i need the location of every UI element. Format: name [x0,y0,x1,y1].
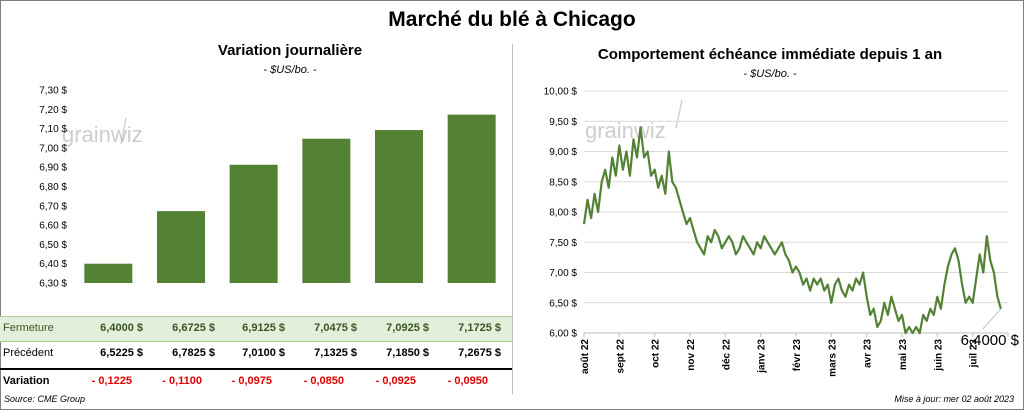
close-value: 6,9125 $ [242,322,285,334]
bar-chart: grainwiz 6,30 $ 6,40 $ 6,50 $ 6,60 $ 6,70 $ 6… [39,86,496,300]
x-tick-label: nov 22 [686,339,697,371]
y-tick-label: 7,00 $ [39,143,67,154]
y-tick-label: 8,50 $ [549,177,577,188]
previous-value: 7,1850 $ [386,347,429,359]
y-tick-label: 7,50 $ [549,238,577,249]
previous-value: 7,0100 $ [242,347,285,359]
close-value: 7,0475 $ [314,322,357,334]
x-tick-label: sept 24 [451,298,493,300]
y-tick-label: 10,00 $ [544,87,578,98]
previous-value: 7,2675 $ [458,347,501,359]
variation-value: - 0,1100 [162,375,202,387]
bar [375,130,423,283]
source-note: Source: CME Group [4,394,86,404]
variation-row-label: Variation [3,375,50,387]
bar [447,114,496,283]
x-tick-label: août 22 [580,339,591,374]
y-tick-label: 6,80 $ [39,182,67,193]
y-tick-label: 9,50 $ [549,117,577,128]
close-value: 7,1725 $ [458,322,501,334]
x-tick-label: janv 23 [757,339,768,374]
bar [84,263,133,283]
right-unit: - $US/bo. - [743,68,797,80]
close-value: 6,6725 $ [172,322,215,334]
previous-value: 6,5225 $ [100,347,143,359]
y-tick-label: 7,00 $ [549,268,577,279]
bar [302,138,351,283]
y-tick-label: 6,30 $ [39,279,67,290]
y-tick-label: 7,20 $ [39,105,67,116]
y-tick-label: 8,00 $ [549,208,577,219]
variation-value: - 0,0850 [303,375,344,387]
y-tick-label: 6,50 $ [39,240,67,251]
close-row: Fermeture 6,4000 $ 6,6725 $ 6,9125 $ 7,0… [0,316,512,342]
x-tick-label: mars 23 [827,339,838,377]
panel-divider [512,44,513,394]
previous-value: 6,7825 $ [172,347,215,359]
x-tick-label: sept 23 [88,298,130,300]
watermark-arrow-icon [675,99,683,129]
y-tick-label: 6,00 $ [549,329,577,340]
left-subtitle: Variation journalière [217,42,363,59]
variation-row: Variation - 0,1225 - 0,1100 - 0,0975 - 0… [0,368,512,394]
previous-value: 7,1325 $ [314,347,357,359]
x-tick-label: déc 22 [721,339,732,371]
previous-row-label: Précédent [3,347,54,359]
left-unit: - $US/bo. - [263,64,317,76]
y-tick-label: 6,50 $ [549,298,577,309]
x-tick-label: févr 23 [792,339,803,372]
x-tick-label: mars 24 [231,298,277,300]
y-tick-label: 7,30 $ [39,86,67,97]
previous-row: Précédent 6,5225 $ 6,7825 $ 7,0100 $ 7,1… [0,342,512,366]
close-value: 7,0925 $ [386,322,429,334]
close-row-label: Fermeture [3,322,54,334]
bar [157,211,205,283]
watermark-logo: grainwiz [585,118,666,143]
price-line [582,126,1002,335]
y-tick-label: 9,00 $ [549,147,577,158]
x-tick-label: avr 23 [863,339,874,368]
variation-value: - 0,0975 [231,375,272,387]
main-title: Marché du blé à Chicago [388,8,636,31]
bar [229,164,278,283]
x-tick-label: mai 24 [308,298,346,300]
callout-leader [982,308,1002,330]
watermark-arrow-icon [120,117,127,145]
y-tick-label: 6,40 $ [39,259,67,270]
update-note: Mise à jour: mer 02 août 2023 [894,394,1014,404]
x-tick-label: juin 23 [933,339,944,372]
x-tick-label: juil 24 [381,298,416,300]
last-value-label: 6,4000 $ [961,332,1020,349]
watermark-logo: grainwiz [62,122,143,147]
line-chart: grainwiz 6,00 $ 6,50 $ 7,00 $ 7,50 $ 8,00 $ 8… [544,87,1020,377]
variation-value: - 0,0950 [447,375,488,387]
y-tick-label: 6,60 $ [39,221,67,232]
close-value: 6,4000 $ [100,322,143,334]
x-tick-label: oct 22 [651,339,662,368]
right-subtitle: Comportement échéance immédiate depuis 1… [597,46,943,63]
variation-value: - 0,0925 [375,375,416,387]
y-tick-label: 6,70 $ [39,201,67,212]
x-tick-label: juil 23 [969,339,980,369]
x-tick-label: sept 22 [615,339,626,374]
y-tick-label: 7,10 $ [39,124,67,135]
y-tick-label: 6,90 $ [39,163,67,174]
x-tick-label: mai 23 [898,339,909,371]
x-tick-label: déc 23 [162,298,200,300]
variation-value: - 0,1225 [91,375,132,387]
